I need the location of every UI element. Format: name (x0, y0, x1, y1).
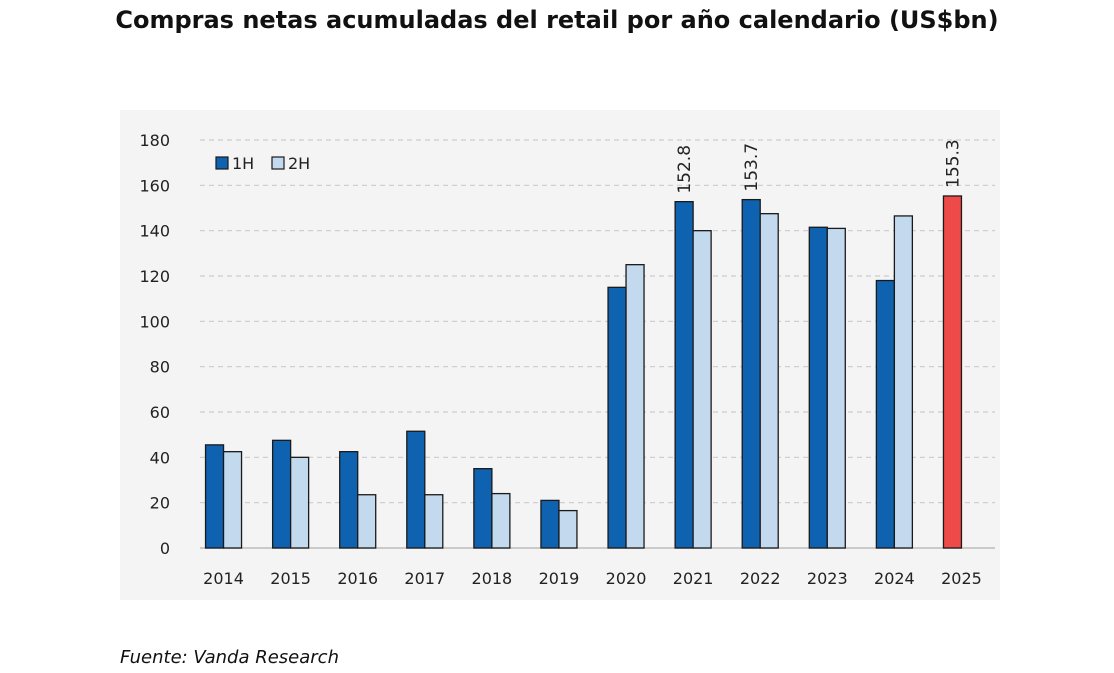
bar-2024-1H (875, 279, 896, 549)
legend: 1H 2H (215, 154, 310, 173)
bar-2019-1H (540, 499, 560, 549)
bar-2022-1H (741, 198, 761, 549)
bar-2015-2H (289, 456, 310, 549)
y-tick-label: 20 (150, 494, 170, 513)
bar-2021-1H (674, 201, 694, 549)
bar-2019-2H (558, 509, 578, 549)
legend-label-1H: 1H (232, 154, 254, 173)
data-label-2025: 155.3 (943, 139, 963, 188)
x-tick-label: 2015 (270, 569, 311, 588)
x-tick-label: 2020 (606, 569, 647, 588)
gridlines (200, 139, 995, 549)
y-tick-label: 100 (139, 312, 170, 331)
data-label-2022: 153.7 (742, 143, 762, 192)
x-tick-label: 2025 (941, 569, 982, 588)
bar-2014-2H (222, 451, 243, 549)
legend-swatch-2H (271, 156, 285, 170)
source-note: Fuente: Vanda Research (120, 647, 339, 668)
bar-2014-1H (204, 444, 225, 549)
y-axis-ticks: 0 20 40 60 80 100 120 140 160 180 (139, 131, 170, 558)
y-tick-label: 160 (139, 176, 170, 195)
x-tick-label: 2017 (404, 569, 445, 588)
y-tick-label: 140 (139, 222, 170, 241)
bar-2024-2H (893, 215, 914, 549)
bar-2017-1H (406, 430, 426, 549)
bar-2023-1H (808, 226, 828, 549)
x-tick-label: 2021 (673, 569, 714, 588)
x-tick-label: 2016 (337, 569, 378, 588)
bar-2023-2H (826, 227, 846, 549)
data-label-2021: 152.8 (675, 145, 695, 194)
x-tick-label: 2014 (203, 569, 244, 588)
bar-2016-2H (357, 494, 377, 549)
bar-2022-2H (759, 213, 779, 549)
bar-2025-1H (942, 195, 963, 549)
x-tick-label: 2024 (874, 569, 915, 588)
x-tick-label: 2019 (539, 569, 580, 588)
bar-2017-2H (424, 494, 444, 549)
y-tick-label: 60 (150, 403, 170, 422)
bar-2018-2H (491, 492, 511, 549)
chart-title: Compras netas acumuladas del retail por … (115, 6, 999, 34)
bars (204, 195, 963, 549)
bar-2020-1H (607, 286, 627, 549)
legend-swatch-1H (215, 156, 229, 170)
legend-label-2H: 2H (288, 154, 310, 173)
y-tick-label: 80 (150, 358, 170, 377)
y-tick-label: 120 (139, 267, 170, 286)
x-axis-ticks: 2014 2015 2016 2017 2018 2019 2020 2021 2022 2023… (203, 569, 982, 588)
bar-2020-2H (625, 264, 645, 549)
bar-2021-2H (692, 230, 712, 549)
y-tick-label: 40 (150, 448, 170, 467)
y-tick-label: 0 (160, 539, 170, 558)
bar-2018-1H (473, 468, 493, 549)
x-tick-label: 2018 (472, 569, 513, 588)
bar-2015-1H (271, 439, 292, 549)
bar-2016-1H (339, 451, 359, 549)
data-labels: 152.8 153.7 155.3 (675, 139, 963, 193)
x-tick-label: 2023 (807, 569, 848, 588)
y-tick-label: 180 (139, 131, 170, 150)
x-tick-label: 2022 (740, 569, 781, 588)
